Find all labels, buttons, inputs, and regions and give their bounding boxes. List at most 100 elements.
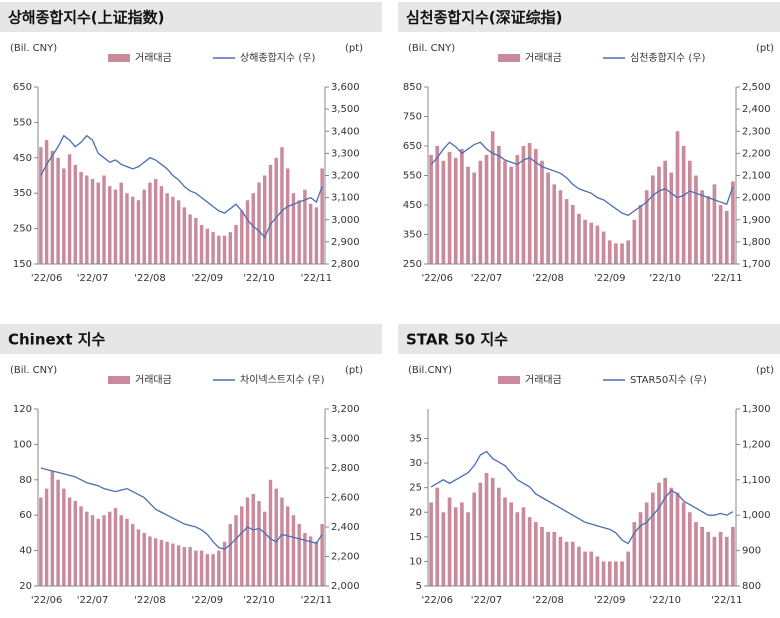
bar	[165, 193, 169, 264]
bar	[234, 225, 238, 264]
bar	[240, 210, 244, 264]
bar	[217, 550, 221, 586]
y-tick-label: 250	[403, 259, 422, 270]
legend-swatch	[108, 54, 130, 62]
bar	[50, 470, 55, 586]
y2-tick-label: 3,500	[331, 104, 360, 115]
bar	[90, 179, 95, 264]
bar	[136, 529, 141, 586]
bar	[607, 561, 612, 586]
y2-tick-label: 3,000	[331, 215, 360, 226]
bar	[257, 501, 261, 586]
y-tick-label: 20	[409, 507, 422, 518]
bar	[119, 182, 123, 264]
bar	[540, 527, 544, 586]
bar	[268, 479, 273, 586]
bar	[50, 150, 55, 264]
bar	[257, 182, 261, 264]
x-tick-label: '22/07	[77, 273, 109, 284]
y2-tick-label: 2,900	[331, 237, 360, 248]
bar	[96, 518, 100, 586]
bar	[67, 497, 72, 586]
bar	[308, 536, 313, 586]
bar	[263, 511, 267, 586]
bar	[39, 147, 43, 264]
bar	[39, 497, 43, 586]
bar	[245, 497, 250, 586]
bar	[314, 541, 319, 586]
bar	[478, 482, 483, 586]
bar	[188, 214, 192, 264]
bar	[113, 189, 118, 264]
y2-tick-label: 1,100	[742, 475, 771, 486]
bar	[429, 502, 433, 586]
x-tick-label: '22/09	[594, 273, 626, 284]
legend-label: 상해종합지수 (우)	[240, 51, 315, 64]
x-tick-label: '22/06	[421, 273, 453, 284]
bar	[460, 502, 464, 586]
bar	[441, 160, 446, 264]
bar	[96, 182, 100, 264]
y-tick-label: 60	[19, 510, 32, 521]
y-tick-label: 100	[13, 439, 32, 450]
bar	[217, 235, 221, 264]
bar	[626, 240, 631, 264]
bar	[533, 522, 538, 586]
y-tick-label: 750	[403, 112, 422, 123]
bar	[577, 213, 581, 264]
y-tick-label: 650	[13, 82, 32, 93]
bar	[314, 207, 319, 264]
chart-title: STAR 50 지수	[406, 331, 508, 349]
bar	[44, 140, 49, 264]
y2-axis-label: (pt)	[345, 365, 363, 376]
bar	[429, 154, 433, 264]
y-tick-label: 250	[13, 224, 32, 235]
index-line	[430, 141, 734, 217]
bar	[644, 190, 649, 264]
bar	[280, 147, 284, 264]
bar	[712, 184, 717, 264]
y-tick-label: 30	[409, 458, 422, 469]
bar	[583, 551, 587, 586]
bar	[515, 512, 520, 586]
header-bar	[0, 324, 382, 354]
bar	[669, 172, 674, 264]
bar	[570, 205, 575, 264]
y2-tick-label: 3,000	[331, 434, 360, 445]
bar	[85, 175, 89, 264]
y2-tick-label: 2,500	[742, 82, 771, 93]
bar	[614, 243, 618, 264]
y-tick-label: 550	[13, 117, 32, 128]
bar	[44, 488, 49, 586]
bar	[496, 487, 501, 586]
bar	[675, 492, 680, 586]
bar	[657, 166, 661, 264]
bar	[153, 538, 158, 586]
y2-tick-label: 800	[742, 581, 761, 592]
y2-tick-label: 3,200	[331, 171, 360, 182]
bar	[712, 536, 717, 586]
bar	[303, 532, 307, 586]
bar	[62, 168, 66, 264]
bar	[614, 561, 618, 586]
bar	[626, 551, 631, 586]
bar	[650, 175, 655, 264]
bar	[171, 543, 175, 586]
bar	[291, 193, 296, 264]
bar	[153, 179, 158, 264]
header-bar	[0, 2, 382, 32]
bar	[570, 541, 575, 586]
bar	[199, 550, 204, 586]
y2-tick-label: 2,100	[742, 171, 771, 182]
y2-tick-label: 2,000	[742, 193, 771, 204]
bar	[171, 196, 175, 264]
bar	[228, 232, 233, 264]
bar	[142, 532, 146, 586]
x-tick-label: '22/10	[649, 595, 681, 606]
chart-panel: STAR 50 지수 (Bil.CNY) (pt) 거래대금 STAR50지수 (우) 5…	[398, 324, 780, 606]
bar	[159, 539, 164, 586]
bar	[263, 175, 267, 264]
y2-tick-label: 900	[742, 546, 761, 557]
legend-label: 거래대금	[525, 374, 562, 386]
bar	[125, 193, 129, 264]
